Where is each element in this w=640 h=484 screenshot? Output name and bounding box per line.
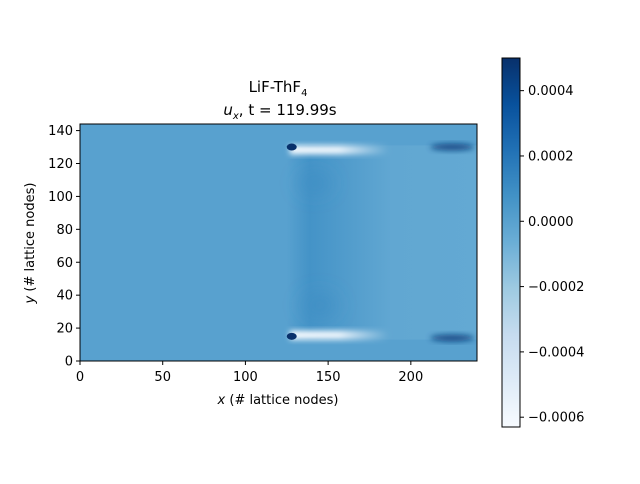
y-tick-label: 80: [56, 223, 73, 238]
heatmap-vortex-0: [286, 143, 297, 151]
y-tick-label: 120: [48, 157, 73, 172]
colorbar-tick-label: 0.0004: [528, 84, 574, 99]
x-tick-label: 150: [316, 370, 341, 385]
plot-frame: [79, 123, 478, 362]
heatmap-top-wake: [289, 145, 390, 155]
y-axis-label: y (# lattice nodes): [23, 183, 38, 305]
x-axis-label: x (# lattice nodes): [217, 393, 339, 408]
y-tick-label: 0: [65, 355, 73, 370]
y-axis: 0 20 40 60 80 100 120 140: [48, 124, 80, 370]
colorbar-ticks: 0.0004 0.0002 0.0000 −0.0002 −0.0004 −0.0006: [520, 84, 584, 426]
colorbar-tick-label: −0.0002: [528, 280, 584, 295]
x-axis: 0 50 100 150 200: [76, 361, 423, 385]
x-tick-label: 200: [398, 370, 423, 385]
heatmap-lower-lobe: [295, 287, 344, 324]
chart-title-line1: LiF-ThF4: [249, 78, 308, 99]
colorbar-tick-label: 0.0000: [528, 215, 574, 230]
chart-title-line2: ux, t = 119.99s: [223, 101, 336, 122]
heatmap-vortex-3: [430, 334, 475, 342]
heatmap-vortices: [286, 143, 475, 342]
colorbar-tick-label: −0.0004: [528, 345, 584, 360]
x-tick-label: 0: [76, 370, 84, 385]
y-tick-label: 60: [56, 256, 73, 271]
heatmap-vortex-2: [430, 143, 475, 151]
y-tick-label: 20: [56, 322, 73, 337]
heatmap-upper-lobe: [292, 167, 337, 200]
heatmap-plot: [80, 124, 477, 361]
heatmap-vortex-1: [286, 332, 297, 340]
x-tick-label: 50: [154, 370, 171, 385]
heatmap-bottom-wake: [289, 330, 390, 340]
colorbar-tick-label: −0.0006: [528, 411, 584, 426]
x-tick-label: 100: [233, 370, 258, 385]
colorbar: [501, 57, 521, 428]
y-tick-label: 140: [48, 124, 73, 139]
y-tick-label: 100: [48, 190, 73, 205]
colorbar-tick-label: 0.0002: [528, 149, 574, 164]
y-tick-label: 40: [56, 289, 73, 304]
